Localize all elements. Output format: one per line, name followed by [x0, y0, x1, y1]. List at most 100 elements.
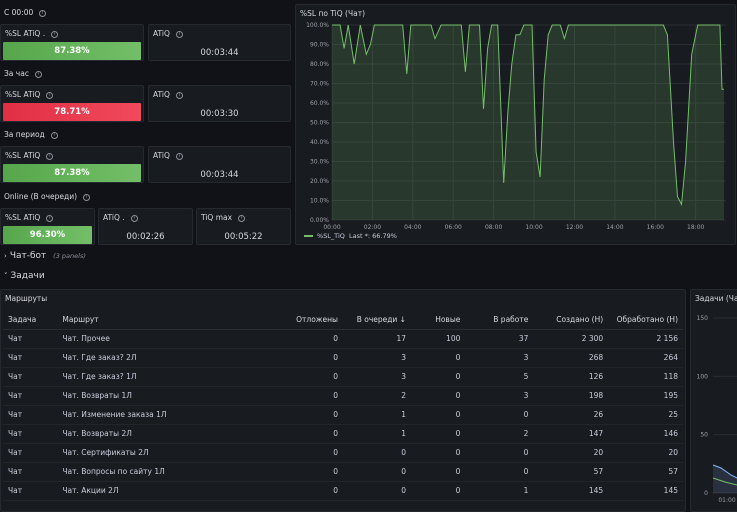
- column-header[interactable]: В очереди ↓: [342, 310, 411, 330]
- info-icon[interactable]: i: [50, 131, 58, 139]
- table-cell: Чат. Сертификаты 2Л: [57, 443, 275, 463]
- x-tick-label: 08:00: [485, 224, 502, 231]
- column-header[interactable]: Маршрут: [57, 310, 275, 330]
- table-row[interactable]: Чат Чат. Возвраты 1Л 0 2 0 3 198 195: [3, 386, 683, 406]
- info-icon[interactable]: i: [46, 91, 54, 99]
- table-cell: 0: [274, 329, 343, 349]
- column-header[interactable]: Задача: [3, 310, 58, 330]
- column-header[interactable]: Отложены: [274, 310, 343, 330]
- routes-panel: Маршруты Задача Маршрут Отложены В очереди …: [0, 289, 686, 512]
- legend-last-value: Last *: 66.79%: [349, 232, 397, 240]
- series-line: [712, 477, 737, 486]
- table-row[interactable]: Чат Чат. Сертификаты 2Л 0 0 0 0 20 20: [3, 443, 683, 463]
- table-cell: 0: [465, 443, 534, 463]
- table-row[interactable]: Чат Чат. Где заказ? 1Л 0 3 0 5 126 118: [3, 367, 683, 387]
- chevron-right-icon: ›: [4, 252, 7, 260]
- y-tick-label: 0.00%: [310, 217, 329, 224]
- table-row[interactable]: Чат Чат. Изменение заказа 1Л 0 1 0 0 26 25: [3, 405, 683, 425]
- column-header[interactable]: Новые: [410, 310, 466, 330]
- info-icon[interactable]: i: [46, 152, 54, 160]
- info-icon[interactable]: i: [83, 193, 91, 201]
- table-cell: 5: [465, 367, 534, 387]
- stat-since-midnight-sl: %SL ATiQ .i 87.38%: [0, 24, 144, 61]
- atiq-value: 00:03:44: [200, 48, 239, 58]
- column-header[interactable]: Обработано (Н): [608, 310, 683, 330]
- column-header[interactable]: В работе: [465, 310, 534, 330]
- info-icon[interactable]: i: [34, 70, 42, 78]
- tasks-chart-title: Задачи (Чат: [695, 294, 737, 303]
- tasks-area-chart: 150 100 50 0 01:00: [697, 315, 737, 504]
- info-icon[interactable]: i: [51, 30, 59, 38]
- table-cell: 0: [274, 348, 343, 368]
- table-cell: 0: [410, 481, 466, 501]
- table-body: Чат Чат. Прочее 0 17 100 37 2 300 2 156 Чат Чат. …: [3, 329, 683, 501]
- table-cell: 1: [465, 481, 534, 501]
- table-cell: 198: [533, 386, 609, 406]
- routes-table: Задача Маршрут Отложены В очереди ↓ Новые В р…: [3, 310, 683, 501]
- info-icon[interactable]: i: [175, 152, 183, 160]
- table-cell: 0: [274, 405, 343, 425]
- table-row[interactable]: Чат Чат. Вопросы по сайту 1Л 0 0 0 0 57 57: [3, 462, 683, 482]
- table-cell: 264: [608, 348, 683, 368]
- atiq-value: 00:03:30: [200, 109, 239, 119]
- table-row[interactable]: Чат Чат. Возвраты 2Л 0 1 0 2 147 146: [3, 424, 683, 444]
- row-tasks[interactable]: ˅ Задачи: [4, 271, 45, 281]
- x-tick-label: 01:00: [718, 497, 735, 504]
- table-cell: 0: [410, 424, 466, 444]
- series-area: [713, 465, 737, 493]
- table-cell: Чат. Возвраты 2Л: [57, 424, 275, 444]
- stat-since-midnight-atiq: ATiQ i 00:03:44: [148, 24, 291, 61]
- table-cell: Чат. Где заказ? 1Л: [57, 367, 275, 387]
- info-icon[interactable]: i: [130, 214, 138, 222]
- table-row[interactable]: Чат Чат. Прочее 0 17 100 37 2 300 2 156: [3, 329, 683, 349]
- table-cell: 17: [342, 329, 411, 349]
- table-cell: 0: [274, 443, 343, 463]
- table-cell: Чат: [3, 405, 58, 425]
- table-cell: 0: [465, 405, 534, 425]
- info-icon[interactable]: i: [46, 214, 54, 222]
- row-chatbot[interactable]: › Чат-бот (3 panels): [4, 251, 86, 261]
- table-cell: 2 300: [533, 329, 609, 349]
- y-tick-label: 90.0%: [310, 42, 329, 49]
- x-tick-label: 04:00: [404, 224, 421, 231]
- table-cell: 37: [465, 329, 534, 349]
- section-online-queue: Online (В очереди) i: [4, 192, 91, 201]
- table-cell: 0: [274, 424, 343, 444]
- table-row[interactable]: Чат Чат. Акции 2Л 0 0 0 1 145 145: [3, 481, 683, 501]
- column-header[interactable]: Создано (Н): [533, 310, 609, 330]
- table-cell: 0: [410, 386, 466, 406]
- sl-value-bar: 87.38%: [3, 42, 141, 60]
- y-tick-label: 0: [704, 490, 708, 497]
- table-cell: 2: [342, 386, 411, 406]
- y-tick-label: 80.0%: [310, 61, 329, 68]
- x-tick-label: 18:00: [687, 224, 704, 231]
- table-row[interactable]: Чат Чат. Где заказ? 2Л 0 3 0 3 268 264: [3, 348, 683, 368]
- table-cell: Чат: [3, 348, 58, 368]
- info-icon[interactable]: i: [175, 91, 183, 99]
- sl-value-bar: 87.38%: [3, 164, 141, 182]
- table-cell: 0: [410, 443, 466, 463]
- chart-legend[interactable]: %SL_TiQ Last *: 66.79%: [304, 232, 397, 240]
- sl-tiq-line-chart: 0.00% 10.0% 20.0% 30.0% 40.0% 50.0% 60.0% 70.0%…: [306, 22, 726, 231]
- section-per-period: За период i: [4, 130, 58, 139]
- series-area: [332, 25, 724, 220]
- y-tick-label: 150: [697, 315, 709, 322]
- table-cell: 20: [608, 443, 683, 463]
- table-cell: 100: [410, 329, 466, 349]
- chart-title: %SL по TiQ (Чат): [300, 9, 366, 18]
- tasks-chart-panel: Задачи (Чат 150 100 50 0 01:00: [690, 289, 737, 512]
- info-icon[interactable]: i: [238, 214, 246, 222]
- table-cell: Чат. Где заказ? 2Л: [57, 348, 275, 368]
- info-icon[interactable]: i: [39, 9, 47, 17]
- info-icon[interactable]: i: [175, 30, 183, 38]
- y-tick-label: 70.0%: [310, 81, 329, 88]
- table-cell: 0: [410, 405, 466, 425]
- y-tick-label: 100.0%: [306, 22, 329, 29]
- table-cell: 26: [533, 405, 609, 425]
- table-cell: 126: [533, 367, 609, 387]
- table-cell: Чат: [3, 329, 58, 349]
- table-cell: 0: [342, 481, 411, 501]
- table-cell: 118: [608, 367, 683, 387]
- y-tick-label: 30.0%: [310, 159, 329, 166]
- y-tick-label: 20.0%: [310, 178, 329, 185]
